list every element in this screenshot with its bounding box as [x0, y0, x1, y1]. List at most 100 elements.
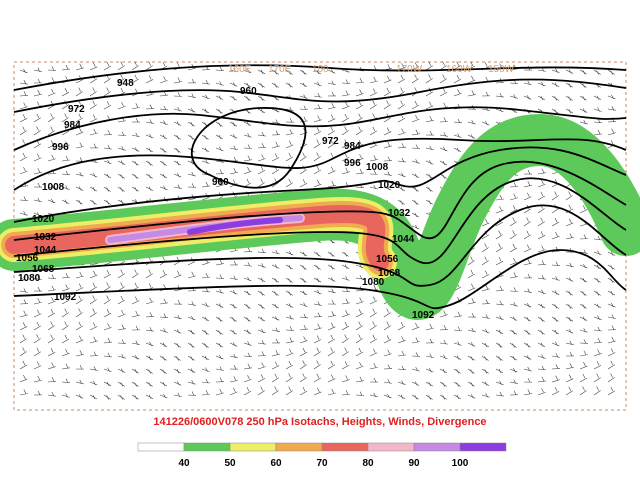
wind-barb	[173, 184, 182, 189]
wind-barb	[453, 75, 462, 84]
wind-barb	[285, 106, 294, 112]
wind-barb	[579, 373, 588, 383]
wind-barb	[229, 95, 237, 101]
wind-barb	[173, 329, 182, 334]
wind-barb	[117, 146, 126, 151]
wind-barb	[467, 119, 476, 125]
wind-barb	[411, 159, 420, 164]
wind-barb	[103, 352, 112, 358]
wind-barb	[131, 325, 141, 331]
wind-barb	[341, 113, 350, 123]
wind-barb	[607, 128, 616, 136]
wind-barb	[173, 92, 183, 97]
wind-barb	[355, 297, 364, 305]
wind-barb	[565, 82, 573, 88]
wind-barb	[313, 69, 322, 75]
wind-barb	[411, 224, 420, 230]
wind-barb	[355, 126, 363, 136]
wind-barb	[33, 298, 42, 305]
wind-barb	[215, 289, 224, 294]
wind-barb	[75, 186, 84, 191]
wind-barb	[285, 118, 295, 123]
contour-label: 960	[212, 177, 229, 188]
wind-barb	[299, 290, 308, 296]
wind-barb	[229, 82, 238, 87]
colorbar-swatch	[275, 442, 323, 452]
wind-barb	[75, 283, 84, 292]
wind-barb	[313, 323, 322, 331]
wind-barb	[229, 342, 238, 347]
wind-barb	[537, 329, 545, 335]
wind-barb	[61, 113, 69, 123]
wind-barb	[299, 69, 307, 75]
wind-barb	[271, 349, 280, 357]
wind-barb	[425, 368, 434, 373]
wind-barb	[341, 321, 350, 331]
wind-barb	[159, 173, 168, 179]
colorbar-swatch	[137, 442, 185, 452]
wind-barb	[509, 182, 519, 188]
wind-barb	[117, 309, 126, 318]
wind-barb	[117, 339, 127, 344]
wind-barb	[173, 314, 182, 320]
wind-barb	[33, 89, 42, 97]
wind-barb	[481, 243, 489, 253]
wind-barb	[411, 337, 420, 344]
wind-barb	[243, 68, 252, 74]
wind-barb	[341, 361, 350, 370]
wind-barb	[607, 348, 616, 357]
wind-barb	[495, 257, 504, 266]
wind-barb	[243, 290, 252, 296]
wind-barb	[495, 315, 504, 320]
wind-barb	[75, 335, 84, 344]
wind-barb	[215, 95, 224, 100]
wind-barb	[439, 74, 447, 84]
wind-barb	[537, 260, 546, 266]
wind-barb	[271, 130, 281, 136]
wind-barb	[607, 336, 616, 344]
wind-barb	[467, 90, 476, 97]
wind-barb	[607, 360, 615, 370]
contour-label: 1044	[392, 234, 415, 245]
wind-barb	[159, 313, 168, 318]
wind-barb	[61, 141, 70, 149]
wind-barb	[537, 376, 546, 383]
wind-barb	[131, 173, 139, 179]
wind-barb	[201, 94, 210, 100]
wind-barb	[355, 347, 364, 357]
wind-barb	[355, 168, 364, 175]
wind-barb	[117, 160, 126, 165]
wind-barb	[425, 160, 434, 165]
wind-barb	[187, 380, 196, 385]
wind-barb	[257, 362, 266, 370]
wind-barb	[19, 299, 29, 305]
contour-label: 1032	[388, 208, 411, 219]
wind-barb	[131, 186, 139, 192]
wind-barb	[215, 108, 223, 114]
wind-barb	[439, 146, 448, 152]
wind-barb	[565, 340, 574, 346]
wind-barb	[327, 360, 335, 370]
wind-barb	[89, 87, 97, 97]
wind-barb	[173, 106, 182, 112]
wind-barb	[481, 299, 491, 305]
wind-barb	[285, 129, 294, 136]
wind-barb	[551, 290, 560, 295]
wind-barb	[551, 329, 560, 335]
wind-barb	[313, 93, 322, 98]
wind-barb	[33, 275, 42, 281]
wind-barb	[243, 144, 253, 149]
wind-barb	[117, 269, 125, 279]
wind-barb	[341, 126, 349, 136]
longitude-label: 160E	[228, 64, 252, 75]
wind-barb	[271, 338, 281, 344]
wind-barb	[89, 62, 98, 71]
wind-barb	[495, 230, 503, 240]
wind-barb	[33, 309, 42, 318]
wind-barb	[257, 166, 266, 175]
wind-barb	[299, 360, 307, 370]
wind-barb	[565, 262, 574, 268]
wind-barb	[215, 81, 224, 86]
wind-barb	[299, 179, 308, 188]
wind-barb	[341, 251, 349, 257]
